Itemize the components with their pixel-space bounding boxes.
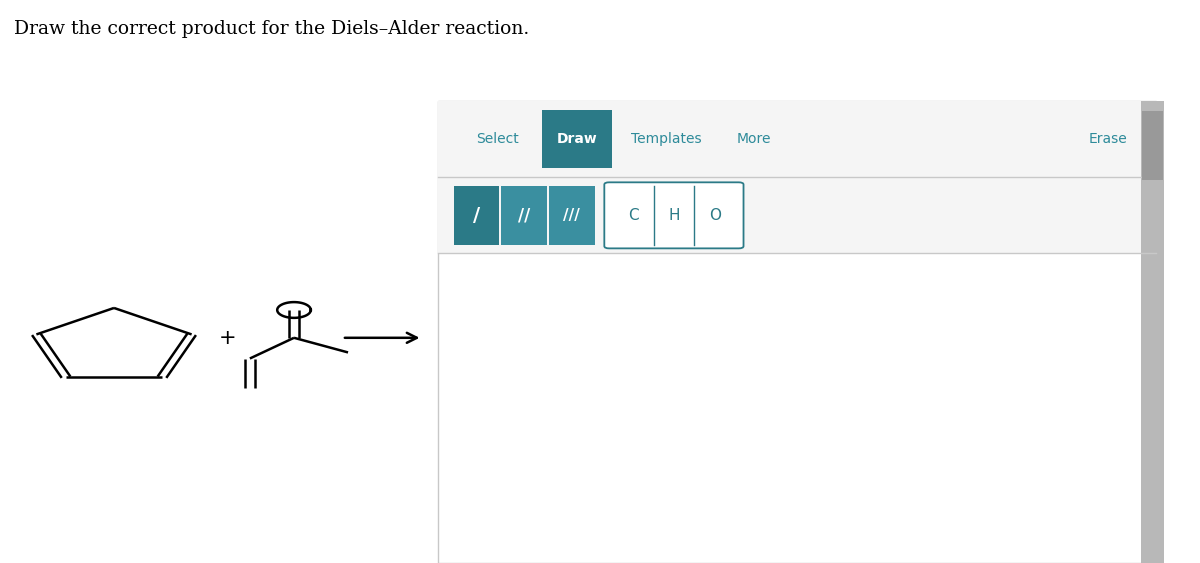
Text: Select: Select (476, 132, 520, 146)
Text: H: H (668, 208, 679, 223)
Text: ///: /// (564, 208, 581, 223)
FancyBboxPatch shape (605, 182, 744, 248)
Bar (1140, 101, 1164, 563)
Text: +: + (220, 328, 236, 348)
Bar (550, 186, 595, 245)
Text: C: C (628, 208, 638, 223)
Text: Draw the correct product for the Diels–Alder reaction.: Draw the correct product for the Diels–A… (14, 20, 529, 38)
Bar (454, 186, 499, 245)
Bar (542, 110, 612, 168)
Bar (1142, 110, 1163, 180)
Bar (438, 101, 1156, 563)
Text: O: O (709, 208, 721, 223)
Text: Draw: Draw (557, 132, 598, 146)
Text: Templates: Templates (631, 132, 702, 146)
Text: Erase: Erase (1088, 132, 1127, 146)
Text: More: More (737, 132, 772, 146)
Bar (502, 186, 547, 245)
Text: //: // (518, 207, 530, 224)
Text: /: / (473, 206, 480, 225)
Bar (438, 177, 1156, 253)
Bar (438, 101, 1156, 177)
